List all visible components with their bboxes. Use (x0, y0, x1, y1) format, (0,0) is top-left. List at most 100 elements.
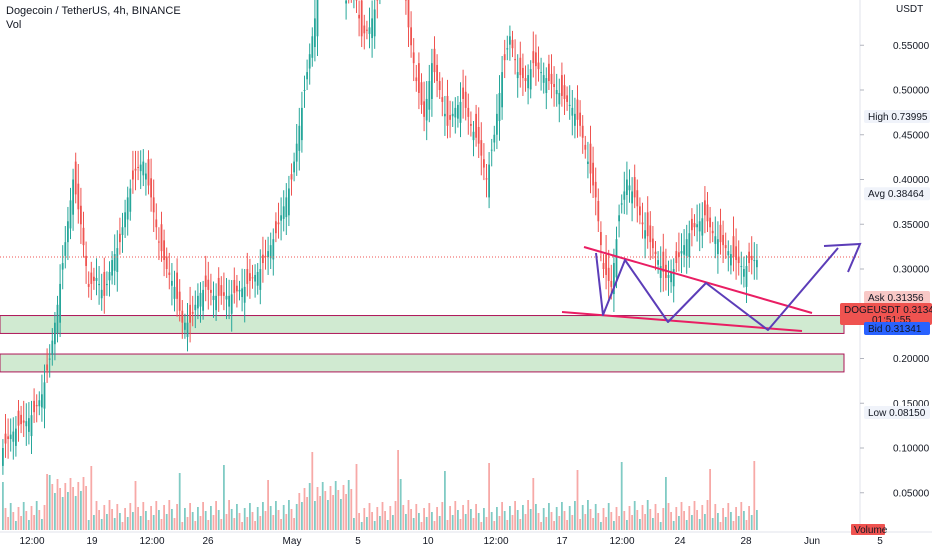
volume-bar (215, 501, 217, 530)
volume-bar (535, 504, 537, 530)
volume-bar (381, 502, 384, 530)
candle-body (251, 277, 254, 279)
candle-body (745, 266, 748, 287)
support-zone-2[interactable] (0, 353, 845, 373)
candle-body (724, 245, 727, 249)
candle-body (680, 251, 683, 254)
candle-body (165, 256, 168, 269)
candle-body (191, 311, 194, 314)
volume-bar (82, 477, 85, 530)
candle-body (696, 224, 698, 228)
candle-body (168, 272, 171, 275)
lower-trendline[interactable] (561, 311, 803, 332)
volume-bar (15, 521, 17, 530)
candle-body (178, 291, 181, 311)
avg-marker-label: Avg 0.38464 (868, 189, 924, 200)
candle-body (345, 0, 347, 4)
volume-bar (574, 501, 576, 530)
projection-path[interactable] (595, 247, 839, 331)
candle-body (613, 263, 615, 295)
volume-bar (522, 505, 524, 530)
volume-bar (360, 522, 363, 530)
candle-body (220, 285, 223, 296)
volume-bar (288, 500, 290, 530)
candle-body (368, 27, 371, 34)
candle-body (210, 289, 212, 293)
candle-body (462, 87, 464, 99)
candle-body (522, 67, 524, 79)
volume-bar (441, 502, 444, 530)
volume-bar (347, 480, 350, 530)
volume-bar (485, 517, 488, 530)
upper-trendline[interactable] (583, 246, 813, 314)
candle-body (568, 104, 571, 106)
candle-body (129, 188, 132, 212)
volume-bar (698, 519, 701, 530)
volume-bar (470, 509, 472, 530)
volume-bar (259, 516, 262, 530)
candle-body (548, 63, 550, 82)
candle-body (95, 277, 98, 281)
candle-body (373, 9, 376, 37)
volume-bar (516, 510, 519, 530)
candle-body (641, 222, 644, 225)
candle-body (150, 178, 152, 198)
volume-bar (641, 505, 644, 530)
candle-body (202, 289, 204, 311)
volume-bar (329, 486, 332, 530)
candle-body (602, 263, 605, 269)
volume-bar (402, 505, 405, 530)
candle-body (64, 242, 67, 256)
candle-body (228, 295, 230, 307)
volume-bar (311, 452, 314, 530)
volume-bar (553, 521, 555, 530)
candle-body (48, 358, 51, 360)
volume-bar (587, 500, 589, 530)
candle-body (30, 415, 33, 437)
volume-bar (506, 520, 509, 530)
volume-bar (251, 512, 254, 530)
candle-body (418, 63, 420, 93)
volume-bar (693, 501, 696, 530)
bid-marker-box (864, 322, 930, 335)
volume-bar (217, 510, 220, 530)
volume-bar (623, 511, 626, 530)
volume-bar (652, 518, 654, 530)
volume-bar (576, 470, 579, 530)
volume-bar (178, 473, 181, 530)
volume-bar (111, 509, 113, 530)
candle-body (155, 219, 158, 228)
volume-bar (186, 517, 189, 530)
volume-bar (119, 513, 121, 530)
volume-bar (155, 501, 158, 530)
volume-bar (732, 521, 735, 530)
volume-bar (43, 505, 46, 530)
candle-body (498, 92, 501, 122)
candle-body (722, 234, 724, 246)
volume-bar (176, 504, 178, 530)
volume-bar (74, 496, 77, 530)
volume-bar (98, 510, 100, 530)
volume-bar (550, 512, 553, 530)
time-tick-label: 19 (86, 536, 98, 547)
volume-bar (22, 502, 25, 530)
volume-marker-label: Volume (854, 525, 888, 536)
candle-body (594, 181, 597, 198)
candle-body (366, 29, 368, 31)
volume-bar (100, 519, 103, 530)
candle-body (181, 310, 184, 323)
volume-bar (236, 504, 238, 530)
volume-bar (189, 503, 191, 530)
candle-body (503, 54, 506, 61)
candle-body (618, 215, 620, 222)
volume-bar (529, 509, 532, 530)
volume-bar (233, 518, 236, 530)
volume-bar (290, 509, 293, 530)
volume-bar (561, 502, 563, 530)
time-tick-label: 26 (202, 536, 214, 547)
candle-body (277, 222, 280, 225)
volume-bar (46, 474, 48, 530)
candle-body (537, 62, 540, 70)
candle-body (438, 81, 441, 90)
